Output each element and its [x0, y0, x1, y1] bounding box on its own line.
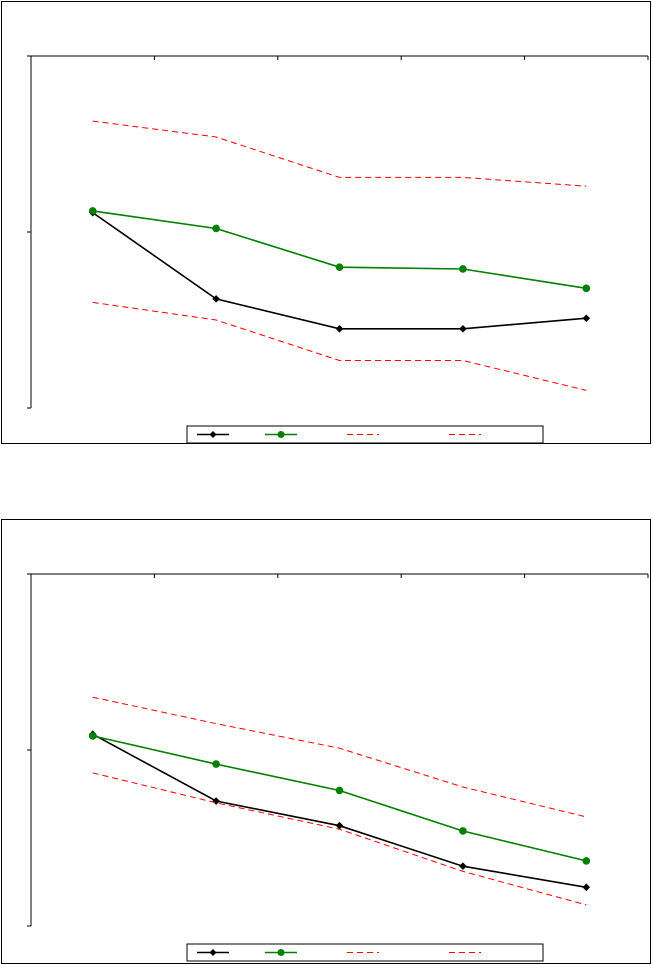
bottom-chart-series-2-point	[582, 857, 591, 865]
bottom-chart-series-1-point	[335, 821, 344, 830]
top-chart-series-2-line	[92, 210, 587, 290]
chart-bottom	[27, 573, 649, 962]
top-chart-legend-box	[186, 425, 544, 443]
top-chart-legend	[186, 425, 544, 443]
chart-panel-bottom	[1, 519, 651, 964]
bottom-chart-series-4-line	[92, 772, 587, 906]
bottom-chart-series-2-point	[459, 827, 467, 835]
bottom-chart-series-1-point	[212, 797, 220, 805]
top-chart-legend-marker-1	[209, 431, 217, 438]
bottom-chart-legend-box	[186, 943, 544, 962]
bottom-chart-series-2-point	[212, 760, 220, 768]
bottom-chart-legend	[186, 943, 544, 962]
top-chart-series-1-point	[459, 325, 467, 333]
top-chart-series-2-point	[459, 265, 467, 273]
bottom-chart-series-1-point	[582, 883, 591, 892]
bottom-chart-legend-marker-1	[209, 949, 217, 956]
top-chart-series-1-point	[582, 314, 591, 323]
chart-panel-top	[1, 1, 651, 444]
top-chart-series-2-point	[335, 263, 344, 272]
bottom-chart-series-2-point	[335, 786, 344, 795]
bottom-chart-series-1-line	[92, 733, 587, 889]
top-chart-series-2-point	[582, 284, 591, 293]
bottom-chart-series-1-point	[459, 862, 467, 870]
bottom-chart-legend-marker-2	[277, 949, 285, 956]
top-chart-series-1-point	[212, 295, 220, 303]
top-chart-series-4-line	[92, 301, 587, 391]
top-chart-series-1-point	[335, 325, 344, 333]
top-chart-series-2-point	[212, 224, 220, 233]
top-chart-series-3-line	[92, 120, 587, 187]
top-chart-legend-marker-2	[277, 431, 285, 438]
bottom-chart-series-2-line	[92, 735, 587, 862]
chart-top	[27, 55, 649, 443]
bottom-chart-series-2-point	[88, 732, 97, 740]
top-chart-series-2-point	[88, 207, 97, 215]
bottom-chart-series-3-line	[92, 696, 587, 818]
